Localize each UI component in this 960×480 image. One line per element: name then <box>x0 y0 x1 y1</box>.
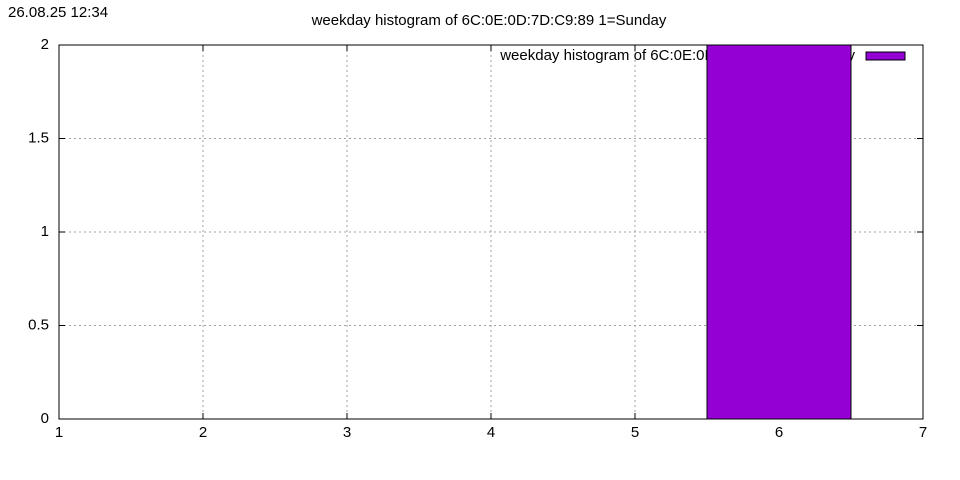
timestamp: 26.08.25 12:34 <box>8 4 108 21</box>
x-tick-label: 6 <box>775 424 783 441</box>
legend-swatch <box>865 51 906 61</box>
bar <box>706 44 852 420</box>
plot-border <box>58 44 924 420</box>
x-tick-label: 5 <box>631 424 639 441</box>
y-tick-label: 2 <box>41 36 49 53</box>
x-tick-label: 1 <box>55 424 63 441</box>
chart-title: weekday histogram of 6C:0E:0D:7D:C9:89 1… <box>311 12 667 29</box>
y-tick-label: 0.5 <box>28 316 49 333</box>
x-tick-label: 4 <box>487 424 495 441</box>
x-tick-label: 2 <box>199 424 207 441</box>
y-tick-label: 1 <box>41 223 49 240</box>
y-tick-label: 0 <box>41 410 49 427</box>
y-tick-label: 1.5 <box>28 129 49 146</box>
x-tick-label: 3 <box>343 424 351 441</box>
x-tick-label: 7 <box>919 424 927 441</box>
